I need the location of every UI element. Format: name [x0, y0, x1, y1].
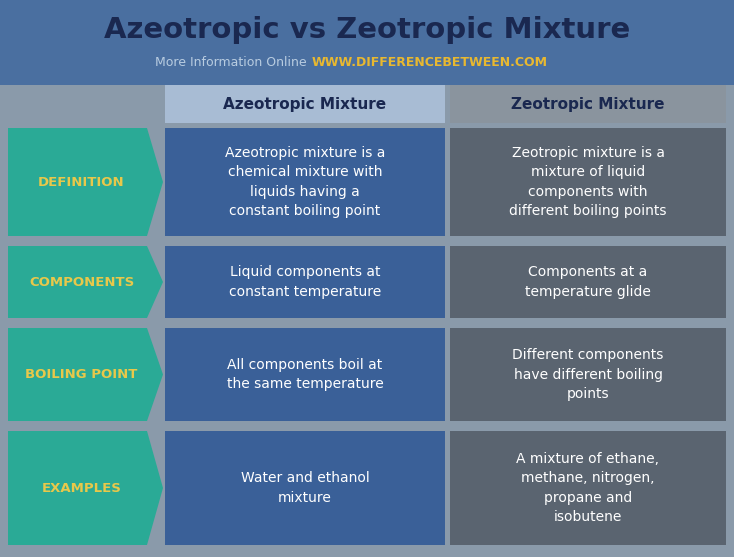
Text: Components at a
temperature glide: Components at a temperature glide	[525, 265, 651, 299]
FancyBboxPatch shape	[450, 328, 726, 421]
Text: Azeotropic vs Zeotropic Mixture: Azeotropic vs Zeotropic Mixture	[104, 16, 630, 44]
Text: Azeotropic mixture is a
chemical mixture with
liquids having a
constant boiling : Azeotropic mixture is a chemical mixture…	[225, 146, 385, 218]
FancyBboxPatch shape	[0, 0, 734, 85]
Text: Different components
have different boiling
points: Different components have different boil…	[512, 348, 664, 401]
Text: EXAMPLES: EXAMPLES	[42, 481, 121, 495]
Text: Zeotropic mixture is a
mixture of liquid
components with
different boiling point: Zeotropic mixture is a mixture of liquid…	[509, 146, 666, 218]
Polygon shape	[8, 431, 163, 545]
Text: DEFINITION: DEFINITION	[38, 175, 125, 188]
Text: Water and ethanol
mixture: Water and ethanol mixture	[241, 471, 369, 505]
Polygon shape	[8, 128, 163, 236]
Text: More Information Online: More Information Online	[156, 56, 307, 69]
Text: A mixture of ethane,
methane, nitrogen,
propane and
isobutene: A mixture of ethane, methane, nitrogen, …	[517, 452, 660, 524]
FancyBboxPatch shape	[165, 246, 445, 318]
Polygon shape	[8, 246, 163, 318]
FancyBboxPatch shape	[165, 85, 445, 123]
FancyBboxPatch shape	[450, 431, 726, 545]
Text: WWW.DIFFERENCEBETWEEN.COM: WWW.DIFFERENCEBETWEEN.COM	[312, 56, 548, 69]
Text: COMPONENTS: COMPONENTS	[29, 276, 134, 289]
Polygon shape	[8, 328, 163, 421]
FancyBboxPatch shape	[165, 128, 445, 236]
Text: Liquid components at
constant temperature: Liquid components at constant temperatur…	[229, 265, 381, 299]
Text: BOILING POINT: BOILING POINT	[25, 368, 138, 381]
FancyBboxPatch shape	[450, 128, 726, 236]
Text: Zeotropic Mixture: Zeotropic Mixture	[512, 96, 665, 111]
FancyBboxPatch shape	[450, 246, 726, 318]
Text: Azeotropic Mixture: Azeotropic Mixture	[223, 96, 387, 111]
FancyBboxPatch shape	[450, 85, 726, 123]
FancyBboxPatch shape	[165, 328, 445, 421]
Text: All components boil at
the same temperature: All components boil at the same temperat…	[227, 358, 383, 391]
FancyBboxPatch shape	[165, 431, 445, 545]
